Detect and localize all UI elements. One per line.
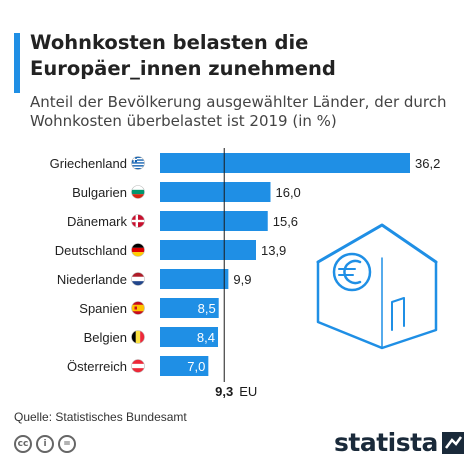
flag-bulgaria-icon xyxy=(131,185,145,199)
bar-4 xyxy=(160,269,229,289)
statista-logo[interactable]: statista xyxy=(334,428,464,457)
value-label: 36,2 xyxy=(415,156,440,171)
flag-austria-icon xyxy=(131,359,145,373)
brand-name: statista xyxy=(334,428,438,457)
statista-mark-icon xyxy=(441,431,464,454)
nd-icon: = xyxy=(58,435,76,453)
category-label: Bulgarien xyxy=(72,185,127,200)
bar-6 xyxy=(160,327,219,347)
value-label: 8,5 xyxy=(198,301,216,316)
title-accent-bar xyxy=(14,33,20,93)
category-label: Dänemark xyxy=(67,214,127,229)
bar-0 xyxy=(160,153,410,173)
bar-1 xyxy=(160,182,271,202)
value-label: 13,9 xyxy=(261,243,286,258)
value-label: 7,0 xyxy=(187,359,205,374)
house-euro-icon xyxy=(316,223,438,350)
category-label: Deutschland xyxy=(55,243,127,258)
source-note: Quelle: Statistisches Bundesamt xyxy=(14,410,187,424)
category-label: Niederlande xyxy=(57,272,127,287)
bar-7 xyxy=(160,356,209,376)
eu-label: EU xyxy=(239,384,257,399)
category-label: Belgien xyxy=(84,330,127,345)
category-label: Griechenland xyxy=(50,156,127,171)
bar-5 xyxy=(160,298,219,318)
value-label: 16,0 xyxy=(275,185,300,200)
value-label: 9,9 xyxy=(233,272,251,287)
bar-2 xyxy=(160,211,268,231)
chart-subtitle: Anteil der Bevölkerung ausgewählter Länd… xyxy=(30,93,447,130)
flag-greece-icon xyxy=(131,156,145,170)
category-label: Österreich xyxy=(67,359,127,374)
flag-belgium-icon xyxy=(131,330,145,344)
license-icons: cc i = xyxy=(14,435,76,453)
eu-value-label: 9,3 xyxy=(215,384,233,399)
flag-spain-icon xyxy=(131,301,145,315)
flag-netherlands-icon xyxy=(131,272,145,286)
value-label: 15,6 xyxy=(273,214,298,229)
category-label: Spanien xyxy=(79,301,127,316)
flag-denmark-icon xyxy=(131,214,145,228)
by-icon: i xyxy=(36,435,54,453)
flag-germany-icon xyxy=(131,243,145,257)
value-label: 8,4 xyxy=(197,330,215,345)
bar-3 xyxy=(160,240,256,260)
cc-icon: cc xyxy=(14,435,32,453)
chart-title: Wohnkosten belasten die Europäer_innen z… xyxy=(30,31,336,80)
